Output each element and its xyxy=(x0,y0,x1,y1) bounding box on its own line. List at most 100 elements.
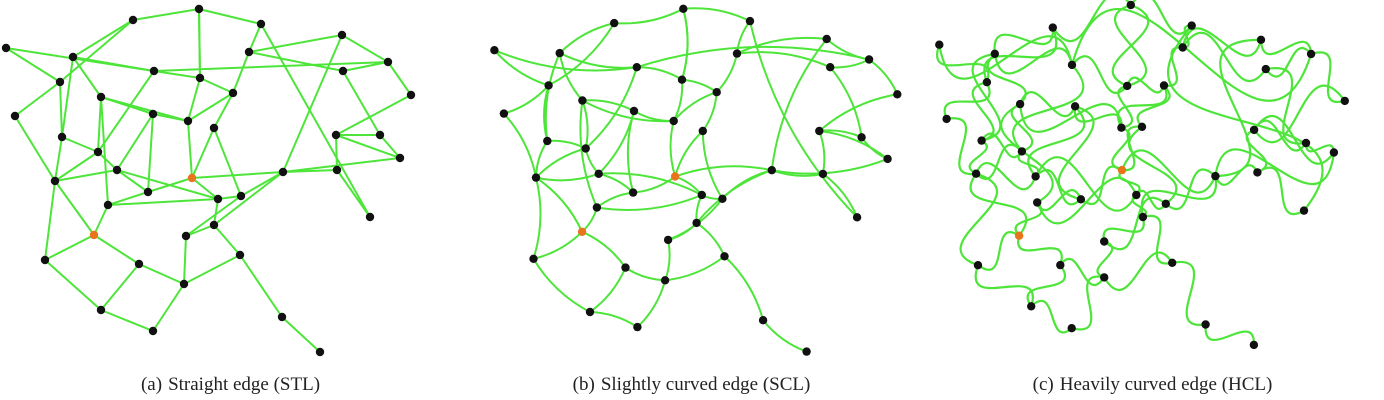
graph-node xyxy=(256,19,266,29)
graph-edge xyxy=(532,230,584,260)
caption-c-tag: (c) xyxy=(1032,374,1054,395)
graph-edge xyxy=(701,91,718,133)
graph-edge xyxy=(818,130,889,160)
graph-edge xyxy=(14,81,61,117)
graph-edge xyxy=(770,157,889,175)
graph-node xyxy=(935,40,944,49)
graph-node xyxy=(529,254,538,263)
graph-edge xyxy=(635,66,683,81)
graph-node xyxy=(183,116,193,126)
graph-edge xyxy=(248,23,262,53)
graph-node xyxy=(592,203,602,212)
graph-edge xyxy=(1070,7,1313,102)
graph-edge xyxy=(1245,128,1268,174)
graph-node xyxy=(1253,168,1262,177)
graph-node xyxy=(822,34,831,44)
graph-edge xyxy=(581,99,589,150)
graph-node xyxy=(581,144,590,153)
graph-node xyxy=(134,259,144,269)
graph-node xyxy=(1031,172,1040,181)
graph-node xyxy=(1211,171,1220,181)
graph-edge xyxy=(672,78,684,122)
graph-edge xyxy=(581,230,627,269)
graph-edge xyxy=(185,224,215,237)
graph-edge xyxy=(1103,196,1167,251)
graph-node xyxy=(663,235,673,245)
graph-edge xyxy=(821,172,859,219)
graph-edge xyxy=(1214,38,1263,178)
graph-edge xyxy=(1012,63,1085,153)
graph-edge xyxy=(1214,164,1259,186)
graph-edge xyxy=(971,52,1002,142)
graph-node xyxy=(982,78,992,87)
graph-node xyxy=(1017,147,1027,156)
graph-node xyxy=(883,154,892,164)
graph-node xyxy=(679,4,688,13)
graph-node xyxy=(1132,190,1141,200)
graph-edge xyxy=(1059,257,1106,287)
graph-node xyxy=(40,255,50,265)
graph-node xyxy=(1070,102,1080,111)
graph-node xyxy=(1076,195,1086,204)
graph-edge xyxy=(943,81,991,121)
graph-edge xyxy=(1129,0,1193,35)
graph-edge xyxy=(945,117,978,176)
graph-node xyxy=(244,47,254,57)
graph-edge xyxy=(191,171,284,179)
graph-edge xyxy=(1102,215,1145,243)
graph-edge xyxy=(1027,105,1086,178)
graph-edge xyxy=(107,198,219,206)
graph-edge xyxy=(1019,102,1123,133)
graph-edge xyxy=(959,172,999,267)
graph-node xyxy=(149,66,159,76)
graph-edge xyxy=(61,56,74,138)
graph-edge xyxy=(1252,84,1346,144)
highlighted-node xyxy=(1014,231,1024,240)
graph-edge xyxy=(818,129,863,139)
graph-edge xyxy=(762,319,808,353)
graph-node xyxy=(698,126,707,136)
graph-node xyxy=(531,173,541,182)
graph-edge xyxy=(1036,189,1082,212)
graph-node xyxy=(990,49,999,58)
graph-edge xyxy=(626,110,636,194)
graph-edge xyxy=(153,70,201,79)
edges-group xyxy=(493,7,899,353)
graph-node xyxy=(68,52,78,62)
graph-node xyxy=(543,136,552,146)
graph-edge xyxy=(1010,102,1034,153)
graph-node xyxy=(1117,123,1126,132)
graph-edge xyxy=(532,176,542,260)
graph-edge xyxy=(1141,214,1174,265)
graph-edge xyxy=(5,47,61,83)
graph-edge xyxy=(342,61,389,72)
graph-node xyxy=(103,200,113,210)
graph-edge xyxy=(680,78,718,94)
graph-edge xyxy=(281,316,321,353)
graph-node xyxy=(57,132,67,142)
graph-edge xyxy=(213,198,219,226)
caption-b: (b) Slightly curved edge (SCL) xyxy=(461,374,922,396)
graph-node xyxy=(1159,81,1169,90)
graph-node xyxy=(767,166,776,175)
graph-edge xyxy=(1166,24,1324,212)
graph-node xyxy=(365,212,375,222)
graph-node xyxy=(50,176,60,186)
graph-node xyxy=(96,92,106,102)
graph-node xyxy=(1261,64,1270,74)
graph-edge xyxy=(723,255,765,322)
graph-edge xyxy=(187,77,201,122)
graph-node xyxy=(1015,99,1025,109)
graph-edge xyxy=(544,52,561,142)
graph-edge xyxy=(672,91,718,122)
graph-edge xyxy=(97,151,118,171)
graph-edge xyxy=(589,310,639,329)
graph-node xyxy=(815,126,824,136)
graph-edge xyxy=(971,81,995,142)
graph-edge xyxy=(701,130,724,200)
graph-edge xyxy=(1256,166,1306,216)
graph-node xyxy=(942,114,951,124)
graph-node xyxy=(1340,96,1349,106)
graph-edge xyxy=(1310,51,1346,104)
